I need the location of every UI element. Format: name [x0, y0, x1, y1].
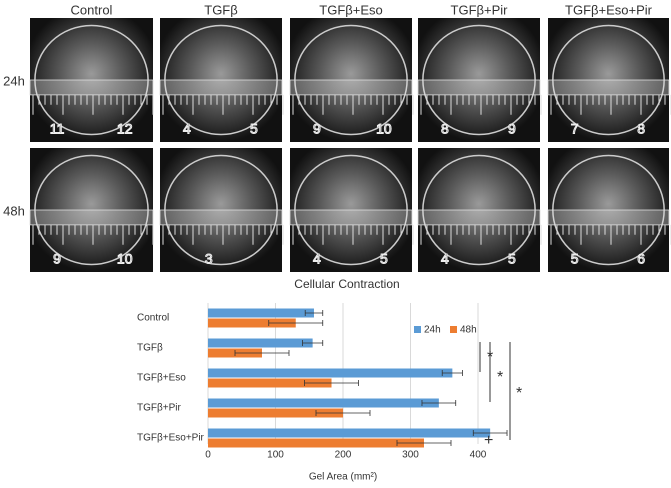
ruler [159, 79, 283, 96]
error-bar [234, 350, 290, 356]
ruler-number: 7 [571, 120, 579, 136]
column-label: TGFβ [204, 2, 237, 17]
error-bar [421, 400, 457, 406]
ruler-number: 4 [313, 250, 321, 266]
annotation: + [484, 432, 493, 449]
ruler-number: 9 [313, 120, 321, 136]
legend-swatch [450, 326, 457, 333]
y-tick-label: TGFβ [137, 343, 163, 354]
ruler [159, 209, 283, 226]
chart: 0 100 200 300 400 Control TGFβ TGFβ+Eso TGFβ+Pir… [137, 303, 508, 461]
ruler-number: 4 [441, 250, 449, 266]
error-bar [472, 430, 508, 436]
column-label: Control [71, 2, 113, 17]
row-label: 24h [3, 73, 25, 88]
ruler-number: 5 [380, 250, 388, 266]
column-label: TGFβ+Eso+Pir [565, 2, 653, 17]
error-bar [304, 380, 359, 386]
bar [208, 368, 453, 378]
column-label: TGFβ+Eso [319, 2, 382, 17]
y-tick-label: TGFβ+Eso [137, 373, 186, 384]
ruler-number: 8 [441, 120, 449, 136]
ruler-number: 5 [250, 120, 258, 136]
significance-brackets [479, 342, 511, 440]
annotation: * [487, 349, 493, 366]
ruler-number: 6 [637, 250, 645, 266]
ruler-number: 9 [508, 120, 516, 136]
x-tick-label: 100 [267, 450, 284, 461]
bar [208, 378, 332, 388]
ruler-number: 9 [53, 250, 61, 266]
error-bar [315, 410, 371, 416]
error-bar [441, 370, 463, 376]
ruler [417, 79, 541, 96]
legend-label: 48h [460, 325, 477, 336]
ruler-number: 11 [50, 120, 65, 136]
ruler [417, 209, 541, 226]
error-bar [268, 320, 324, 326]
legend-swatch [414, 326, 421, 333]
ruler-number: 12 [117, 120, 133, 136]
bar [208, 308, 314, 318]
ruler-number: 4 [183, 120, 191, 136]
annotation: * [516, 385, 522, 402]
bar [208, 338, 313, 348]
column-label: TGFβ+Pir [451, 2, 509, 17]
x-tick-label: 0 [205, 450, 211, 461]
ruler-number: 3 [205, 250, 213, 266]
ruler [547, 79, 670, 96]
chart-title: Cellular Contraction [294, 277, 399, 291]
x-tick-label: 200 [335, 450, 352, 461]
ruler-number: 5 [571, 250, 579, 266]
annotation: * [497, 369, 503, 386]
bar [208, 408, 343, 418]
bar [208, 428, 491, 438]
x-tick-label: 300 [402, 450, 419, 461]
ruler [289, 209, 413, 226]
bar [208, 318, 296, 328]
error-bar [304, 310, 324, 316]
row-label: 48h [3, 203, 25, 218]
ruler [29, 209, 154, 226]
x-axis-label: Gel Area (mm²) [309, 472, 377, 483]
y-tick-label: TGFβ+Eso+Pir [137, 433, 205, 444]
ruler [29, 79, 154, 96]
ruler-number: 10 [117, 250, 133, 266]
photo-grid: Control TGFβ TGFβ+Eso TGFβ+Pir TGFβ+Eso+Pir 2… [3, 2, 671, 272]
x-tick-label: 400 [470, 450, 487, 461]
y-tick-label: Control [137, 313, 169, 324]
ruler-number: 10 [376, 120, 392, 136]
legend-label: 24h [424, 325, 441, 336]
ruler [289, 79, 413, 96]
error-bar [302, 340, 324, 346]
ruler-number: 8 [637, 120, 645, 136]
ruler-number: 5 [508, 250, 516, 266]
y-tick-label: TGFβ+Pir [137, 403, 181, 414]
error-bar [396, 440, 452, 446]
bar [208, 438, 424, 448]
bar [208, 398, 439, 408]
ruler [547, 209, 670, 226]
